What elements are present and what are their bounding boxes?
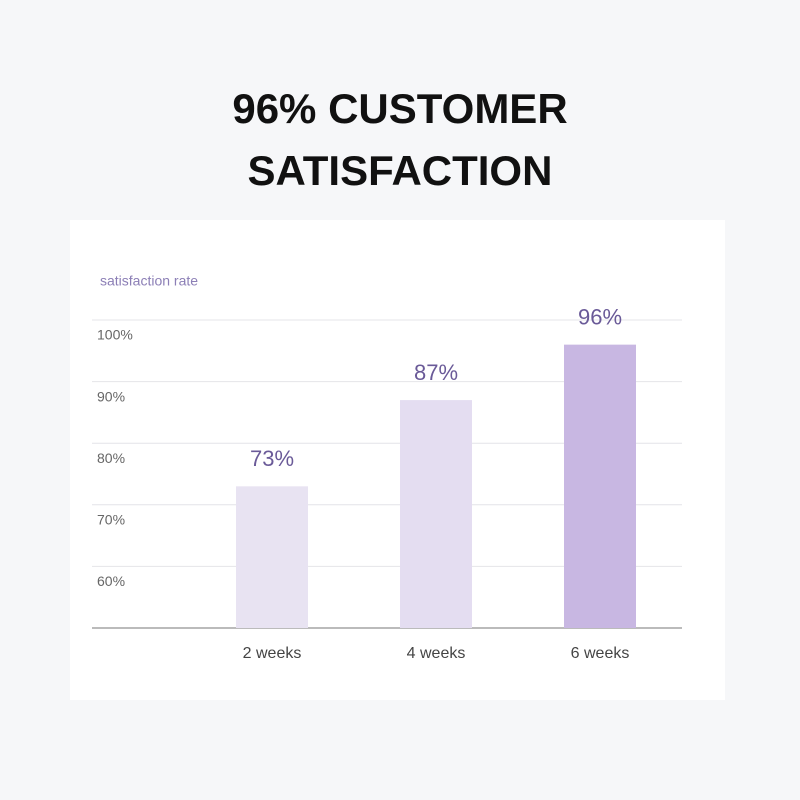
y-tick-label: 80%: [97, 450, 125, 466]
y-axis-label: satisfaction rate: [100, 273, 198, 289]
bar: [236, 486, 308, 628]
x-tick-label: 4 weeks: [407, 645, 466, 662]
bar: [400, 400, 472, 628]
value-label: 96%: [578, 304, 622, 329]
x-tick-label: 2 weeks: [243, 645, 302, 662]
value-label: 87%: [414, 360, 458, 385]
y-tick-label: 90%: [97, 388, 125, 404]
x-tick-label: 6 weeks: [571, 645, 630, 662]
y-tick-label: 100%: [97, 327, 133, 343]
chart-title: 96% CUSTOMER SATISFACTION: [232, 85, 568, 194]
y-tick-label: 60%: [97, 573, 125, 589]
y-tick-label: 70%: [97, 512, 125, 528]
value-label: 73%: [250, 446, 294, 471]
bar: [564, 344, 636, 628]
